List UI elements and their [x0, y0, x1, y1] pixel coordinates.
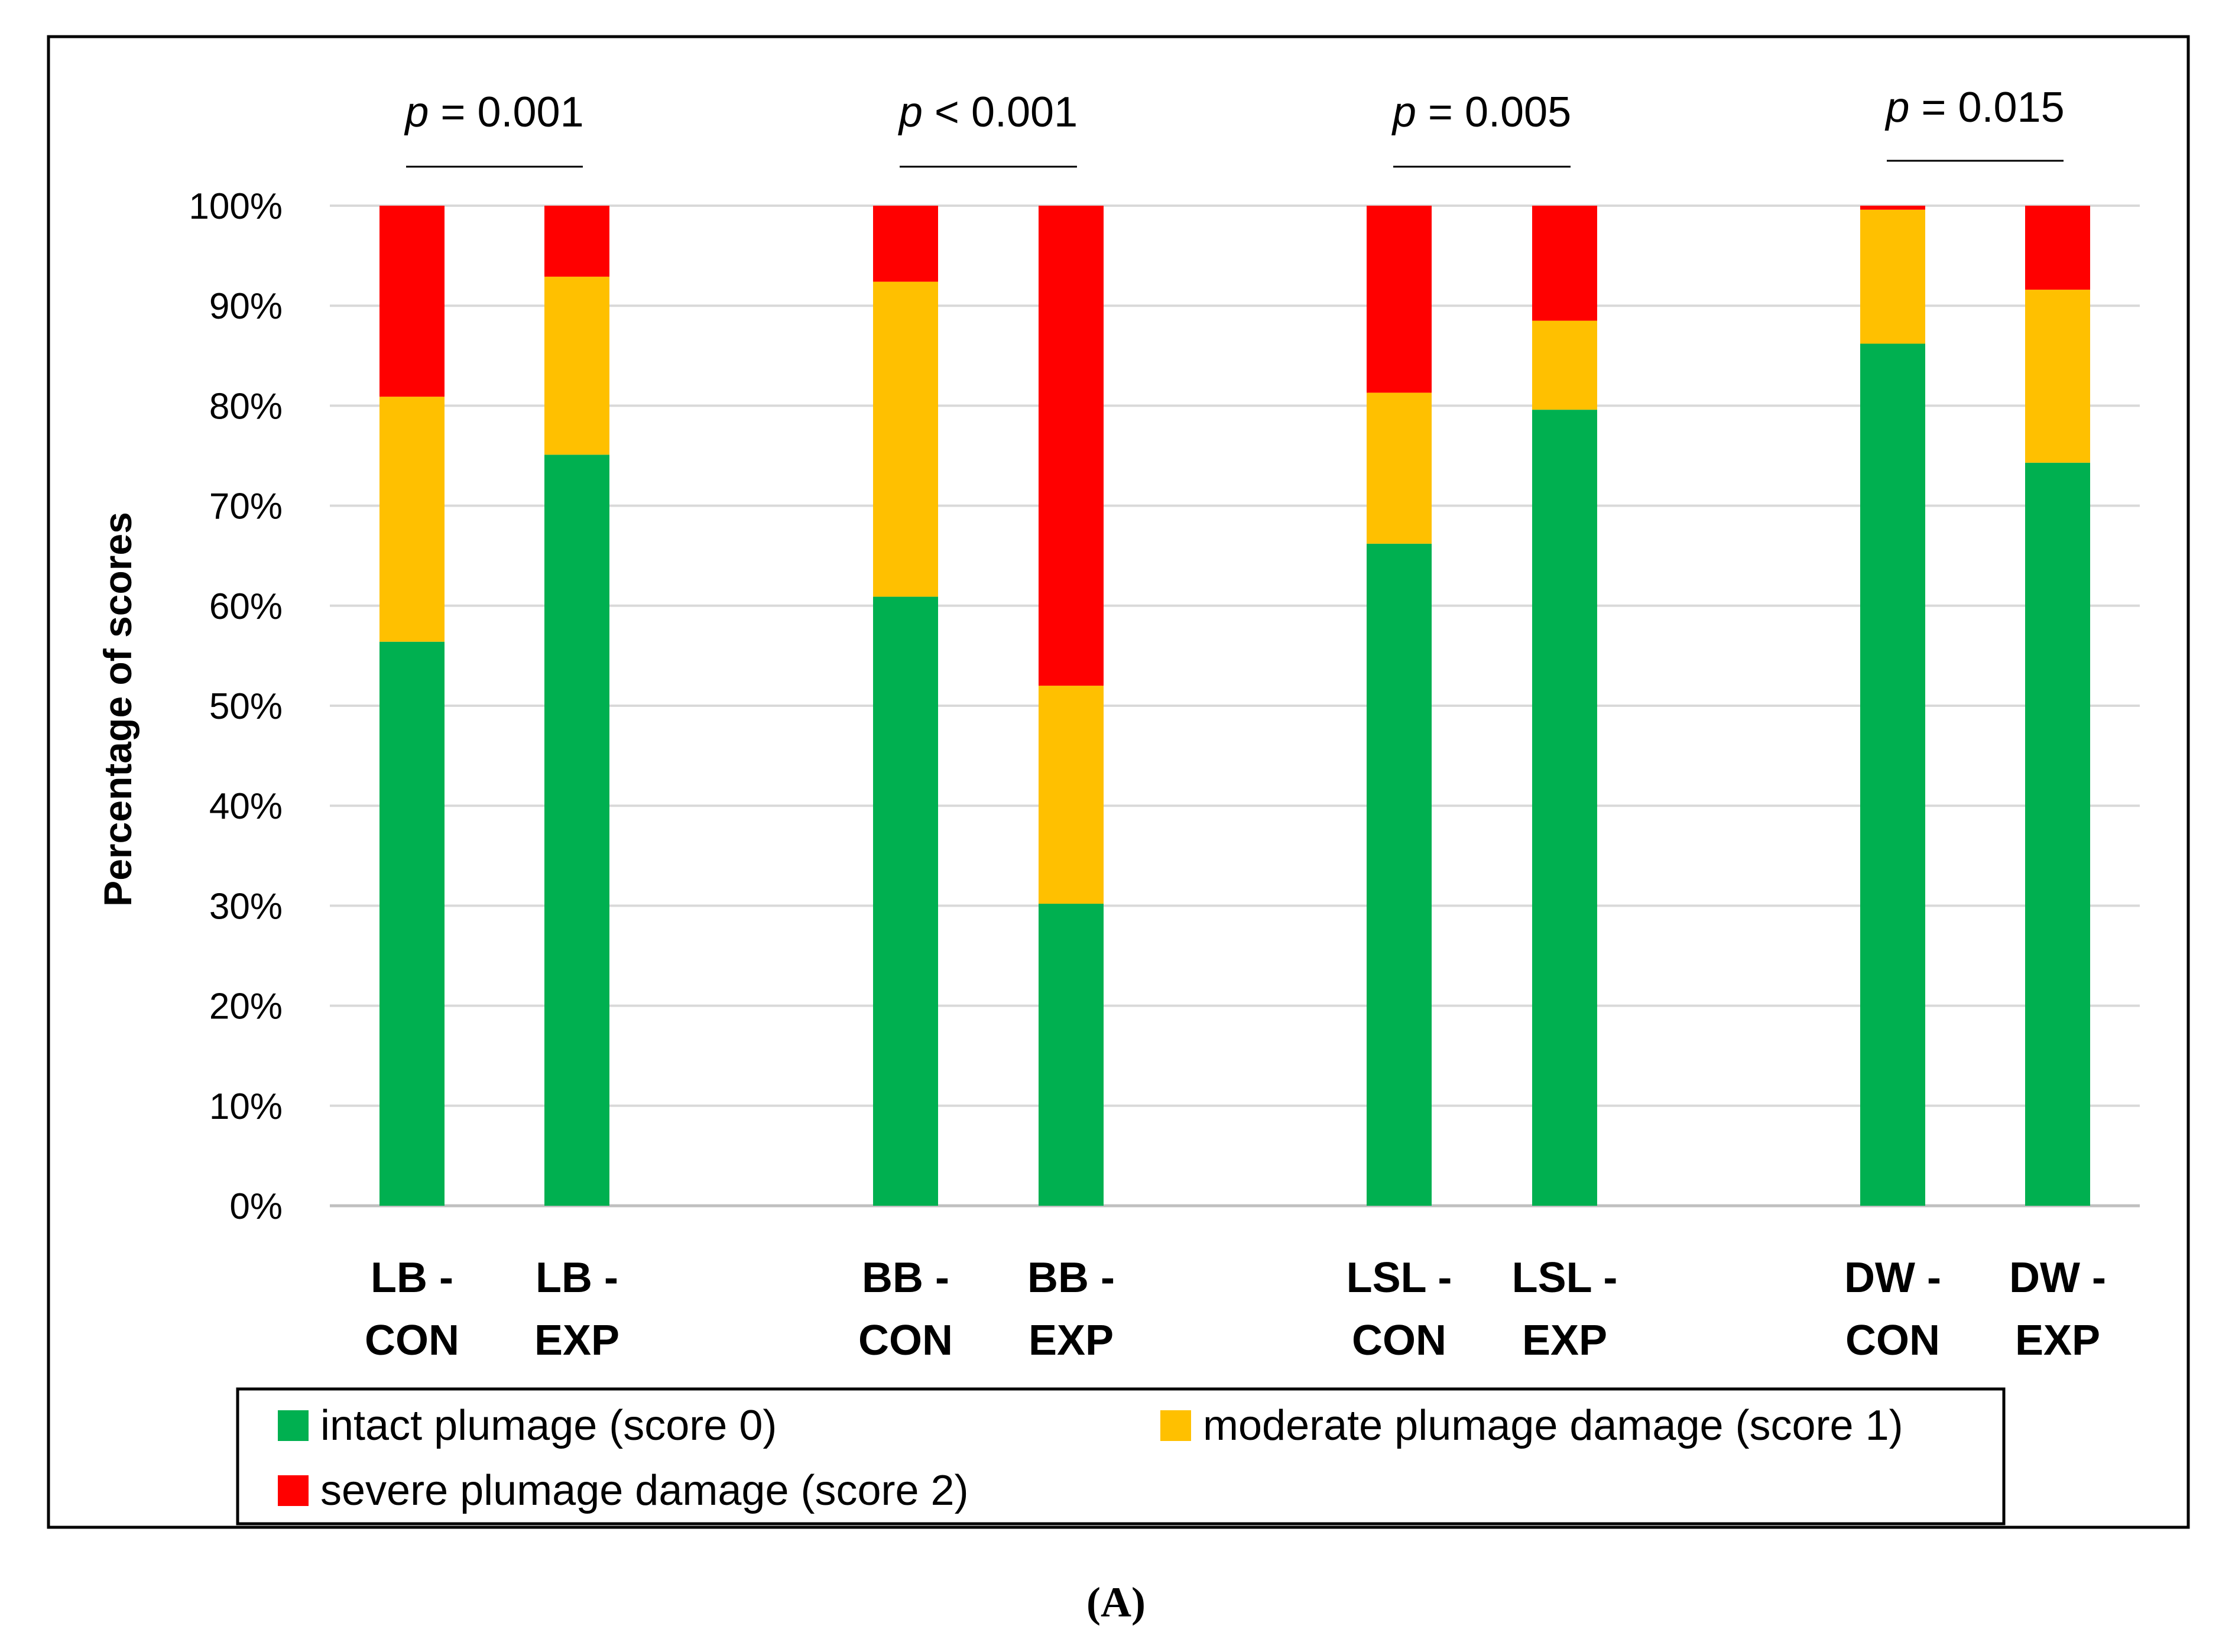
- bar-segment-score1: [379, 397, 445, 642]
- y-tick-label: 60%: [209, 586, 283, 627]
- category-label-line1: DW -: [1844, 1254, 1941, 1302]
- category-label-line1: DW -: [2009, 1254, 2106, 1302]
- category-label-line1: LSL -: [1512, 1254, 1618, 1302]
- p-symbol: p: [404, 89, 429, 136]
- y-axis-ticks: 0% 10% 20% 30% 40% 50% 60% 70% 80% 90% 100%: [189, 186, 283, 1227]
- p-value-text: = 0.001: [429, 89, 583, 136]
- category-label-line1: BB -: [1027, 1254, 1115, 1302]
- bar-segment-score0: [1532, 410, 1597, 1206]
- bar-segment-score2: [1039, 206, 1104, 686]
- y-axis-label: Percentage of scores: [96, 512, 140, 907]
- category-label-line2: CON: [365, 1317, 459, 1364]
- gridlines: [330, 205, 2140, 1208]
- p-value-text: < 0.001: [923, 89, 1078, 136]
- category-labels: LB - CON LB - EXP BB - CON BB - EXP LSL - CON LSL …: [365, 1254, 2106, 1364]
- category-label-line1: LB -: [371, 1254, 453, 1302]
- p-value-text: = 0.005: [1416, 89, 1571, 136]
- category-label-line2: EXP: [2015, 1317, 2100, 1364]
- bar-segment-score2: [1532, 206, 1597, 321]
- p-symbol: p: [1391, 89, 1416, 136]
- category-label-line2: CON: [1845, 1317, 1940, 1364]
- y-tick-label: 0%: [229, 1186, 283, 1227]
- p-symbol: p: [1884, 84, 1909, 131]
- y-tick-label: 90%: [209, 286, 283, 327]
- bar-segment-score1: [544, 277, 609, 455]
- category-label-line1: LSL -: [1347, 1254, 1452, 1302]
- category-label-line1: BB -: [862, 1254, 949, 1302]
- bar-segment-score1: [1367, 392, 1432, 544]
- p-symbol: p: [898, 89, 923, 136]
- category-label-line2: CON: [1352, 1317, 1446, 1364]
- p-value-text: = 0.015: [1909, 84, 2064, 131]
- bar-segment-score0: [1039, 904, 1104, 1206]
- bar-segment-score0: [1367, 543, 1432, 1206]
- bar-segment-score2: [873, 206, 938, 282]
- category-label-line2: EXP: [534, 1317, 619, 1364]
- p-value-label: p < 0.001: [898, 89, 1078, 136]
- legend-label-score2: severe plumage damage (score 2): [320, 1467, 969, 1514]
- y-tick-label: 50%: [209, 686, 283, 727]
- bar-segment-score1: [1860, 209, 1925, 344]
- category-label-line1: LB -: [536, 1254, 618, 1302]
- bar-segment-score1: [1532, 320, 1597, 410]
- chart-frame: [47, 35, 2190, 1529]
- bar-segment-score2: [379, 206, 445, 397]
- bar-segment-score1: [873, 281, 938, 597]
- bar-segment-score0: [873, 596, 938, 1206]
- category-label-line2: EXP: [1522, 1317, 1607, 1364]
- bar-segment-score0: [2025, 462, 2090, 1206]
- legend: intact plumage (score 0) moderate plumage…: [236, 1387, 2006, 1526]
- legend-label-score0: intact plumage (score 0): [320, 1402, 777, 1449]
- bar-segment-score0: [379, 641, 445, 1206]
- bar-segment-score2: [2025, 206, 2090, 290]
- bar-segment-score0: [544, 455, 609, 1206]
- p-value-label: p = 0.001: [404, 89, 583, 136]
- legend-swatch-score2: [278, 1475, 309, 1506]
- panel-label: (A): [1086, 1579, 1146, 1626]
- y-tick-label: 70%: [209, 486, 283, 527]
- legend-swatch-score1: [1160, 1410, 1191, 1441]
- bar-segment-score2: [544, 206, 609, 277]
- legend-label-score1: moderate plumage damage (score 1): [1203, 1402, 1903, 1449]
- p-value-label: p = 0.005: [1391, 89, 1571, 136]
- p-value-label: p = 0.015: [1884, 84, 2064, 131]
- bar-segment-score1: [2025, 290, 2090, 463]
- y-tick-label: 80%: [209, 386, 283, 427]
- p-value-annotations: p = 0.001 p < 0.001 p = 0.005 p = 0.015: [404, 84, 2065, 168]
- category-label-line2: EXP: [1029, 1317, 1114, 1364]
- legend-swatch-score0: [278, 1410, 309, 1441]
- bar-segment-score0: [1860, 343, 1925, 1206]
- bar-segment-score1: [1039, 686, 1104, 904]
- y-tick-label: 10%: [209, 1086, 283, 1127]
- bars: [379, 206, 2090, 1206]
- bar-segment-score2: [1367, 206, 1432, 393]
- legend-box: [236, 1387, 2006, 1526]
- y-tick-label: 40%: [209, 786, 283, 827]
- bar-segment-score2: [1860, 206, 1925, 210]
- category-label-line2: CON: [858, 1317, 953, 1364]
- y-tick-label: 20%: [209, 986, 283, 1027]
- y-tick-label: 30%: [209, 886, 283, 927]
- y-tick-label: 100%: [189, 186, 283, 227]
